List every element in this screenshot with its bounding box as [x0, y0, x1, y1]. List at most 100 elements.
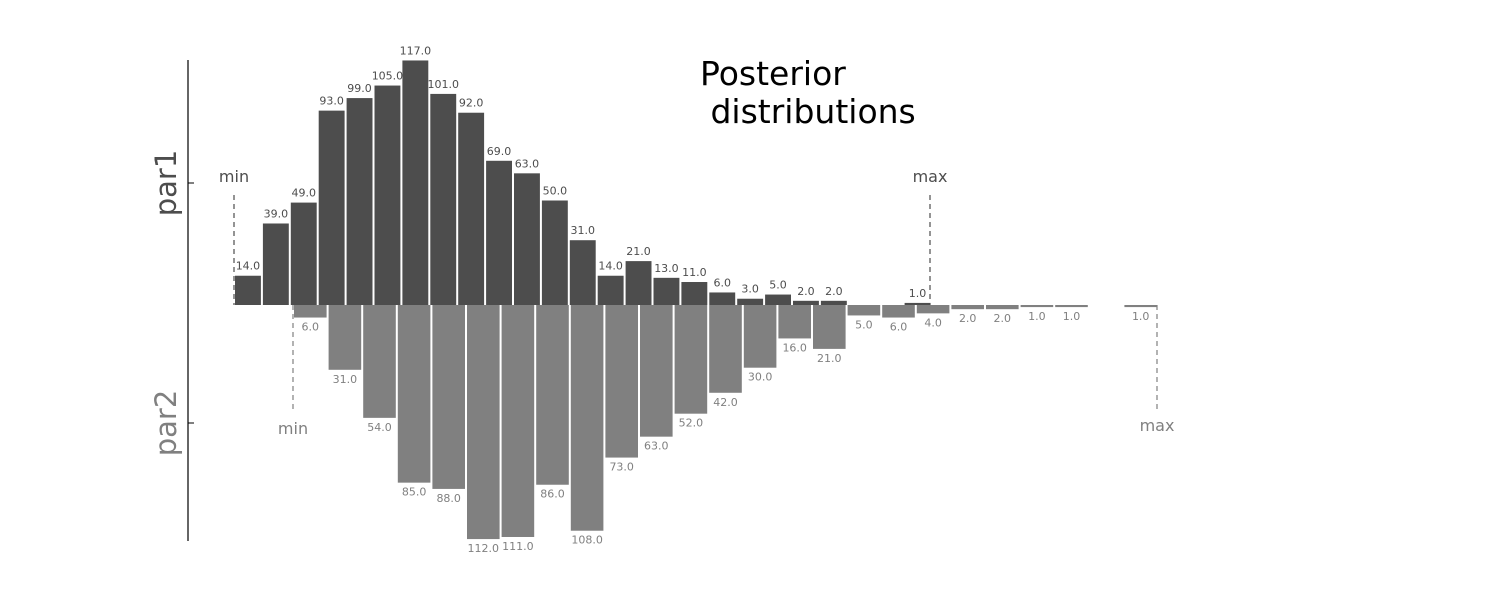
- par2-value-label-15: 21.0: [817, 352, 842, 365]
- par1-value-label-15: 13.0: [654, 262, 679, 275]
- par1-value-label-14: 21.0: [626, 245, 651, 258]
- par2-bar-7: [536, 305, 569, 485]
- par1-value-label-20: 2.0: [797, 285, 815, 298]
- par2-bar-17: [882, 305, 915, 318]
- par2-bar-4: [432, 305, 465, 489]
- par2-value-label-3: 85.0: [402, 486, 427, 499]
- par2-value-label-2: 54.0: [367, 421, 392, 434]
- par2-value-label-12: 42.0: [713, 396, 738, 409]
- par2-bar-22: [1055, 305, 1088, 308]
- par2-min-label: min: [278, 419, 308, 438]
- par1-value-label-8: 92.0: [459, 97, 484, 110]
- par1-min-label: min: [219, 167, 249, 186]
- par2-value-label-9: 73.0: [609, 461, 634, 474]
- par1-bar-9: [486, 160, 512, 305]
- par2-value-label-17: 6.0: [890, 321, 908, 334]
- par1-bar-16: [681, 282, 708, 305]
- par2-value-label-8: 108.0: [571, 534, 603, 547]
- par1-value-label-1: 39.0: [264, 207, 289, 220]
- par1-max-label: max: [913, 167, 948, 186]
- par2-value-label-19: 2.0: [959, 312, 977, 325]
- par2-value-label-18: 4.0: [924, 316, 942, 329]
- par2-bar-12: [709, 305, 742, 393]
- par1-bar-3: [318, 110, 345, 305]
- par2-bar-16: [847, 305, 881, 316]
- par1-bar-19: [765, 294, 791, 305]
- par1-bar-13: [597, 275, 624, 305]
- par1-value-label-9: 69.0: [487, 145, 512, 158]
- par2-value-label-6: 111.0: [502, 540, 534, 553]
- par1-value-label-6: 117.0: [400, 44, 432, 57]
- par1-bar-6: [402, 60, 429, 305]
- par2-bar-24: [1124, 305, 1157, 308]
- par1-bar-11: [541, 200, 568, 305]
- par2-value-label-0: 6.0: [302, 321, 320, 334]
- par1-value-label-3: 93.0: [319, 95, 344, 108]
- y-label-par1: par1: [149, 150, 183, 217]
- par2-value-label-20: 2.0: [994, 312, 1012, 325]
- par2-value-label-4: 88.0: [436, 492, 461, 505]
- par1-value-label-18: 3.0: [741, 283, 759, 296]
- par2-value-label-5: 112.0: [468, 542, 500, 555]
- par1-bar-7: [430, 93, 457, 305]
- par1-value-label-19: 5.0: [769, 279, 787, 292]
- par1-bar-1: [262, 223, 289, 305]
- par1-value-label-10: 63.0: [515, 157, 540, 170]
- par1-value-label-2: 49.0: [292, 187, 317, 200]
- par2-value-label-10: 63.0: [644, 440, 669, 453]
- par2-bar-13: [743, 305, 777, 368]
- par1-value-label-17: 6.0: [714, 276, 732, 289]
- par1-bar-18: [737, 298, 764, 305]
- par2-bar-20: [986, 305, 1019, 310]
- par1-bar-21: [820, 300, 847, 305]
- par1-bar-24: [904, 302, 931, 305]
- par1-bar-2: [290, 202, 317, 305]
- par2-bar-2: [363, 305, 396, 418]
- par2-value-label-14: 16.0: [782, 341, 807, 354]
- par1-value-label-0: 14.0: [236, 260, 261, 273]
- par1-bar-12: [569, 240, 596, 305]
- par2-bar-14: [778, 305, 811, 339]
- par2-bar-5: [467, 305, 500, 540]
- par1-bar-17: [709, 292, 736, 305]
- par2-bar-9: [605, 305, 638, 458]
- par1-bar-20: [793, 300, 819, 305]
- par2-bar-0: [294, 305, 327, 318]
- par2-bar-6: [501, 305, 535, 537]
- par1-value-label-12: 31.0: [571, 224, 596, 237]
- par2-value-label-16: 5.0: [855, 318, 873, 331]
- par1-value-label-7: 101.0: [428, 78, 460, 91]
- y-label-par2: par2: [149, 390, 183, 457]
- par2-value-label-21: 1.0: [1028, 310, 1046, 323]
- par2-value-label-11: 52.0: [679, 417, 704, 430]
- par2-bar-8: [570, 305, 604, 531]
- par1-value-label-24: 1.0: [909, 287, 927, 300]
- chart-title: Posterior distributions: [700, 54, 916, 131]
- par1-bar-5: [374, 85, 401, 305]
- par2-bar-19: [951, 305, 984, 310]
- par1-value-label-5: 105.0: [372, 70, 404, 83]
- par2-bar-18: [916, 305, 950, 314]
- par2-value-label-24: 1.0: [1132, 310, 1150, 323]
- par2-bar-10: [640, 305, 673, 437]
- par1-bar-14: [625, 261, 652, 305]
- par2-value-label-1: 31.0: [333, 373, 358, 386]
- par2-bar-11: [674, 305, 708, 414]
- par2-bar-3: [397, 305, 431, 483]
- par2-value-label-13: 30.0: [748, 371, 773, 384]
- par2-max-label: max: [1140, 416, 1175, 435]
- par1-bar-8: [458, 112, 485, 305]
- par1-value-label-13: 14.0: [598, 260, 623, 273]
- par1-bar-4: [346, 98, 373, 305]
- par2-value-label-22: 1.0: [1063, 310, 1081, 323]
- par1-value-label-21: 2.0: [825, 285, 843, 298]
- par2-bar-1: [328, 305, 362, 370]
- par2-bar-21: [1020, 305, 1054, 308]
- par1-value-label-4: 99.0: [347, 82, 372, 95]
- par1-bar-0: [235, 275, 261, 305]
- par2-bar-15: [813, 305, 846, 349]
- par1-bar-10: [514, 173, 540, 305]
- par1-value-label-11: 50.0: [543, 185, 568, 198]
- par1-value-label-16: 11.0: [682, 266, 707, 279]
